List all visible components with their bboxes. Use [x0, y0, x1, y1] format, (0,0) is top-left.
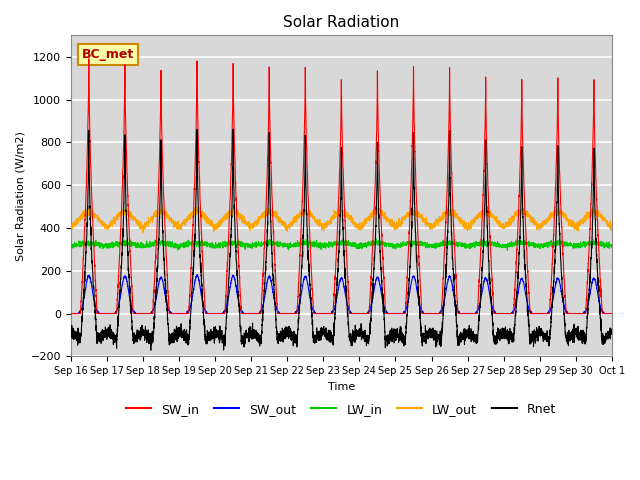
Title: Solar Radiation: Solar Radiation: [284, 15, 399, 30]
X-axis label: Time: Time: [328, 382, 355, 392]
Text: BC_met: BC_met: [82, 48, 134, 61]
Legend: SW_in, SW_out, LW_in, LW_out, Rnet: SW_in, SW_out, LW_in, LW_out, Rnet: [122, 398, 561, 420]
Y-axis label: Solar Radiation (W/m2): Solar Radiation (W/m2): [15, 131, 25, 261]
